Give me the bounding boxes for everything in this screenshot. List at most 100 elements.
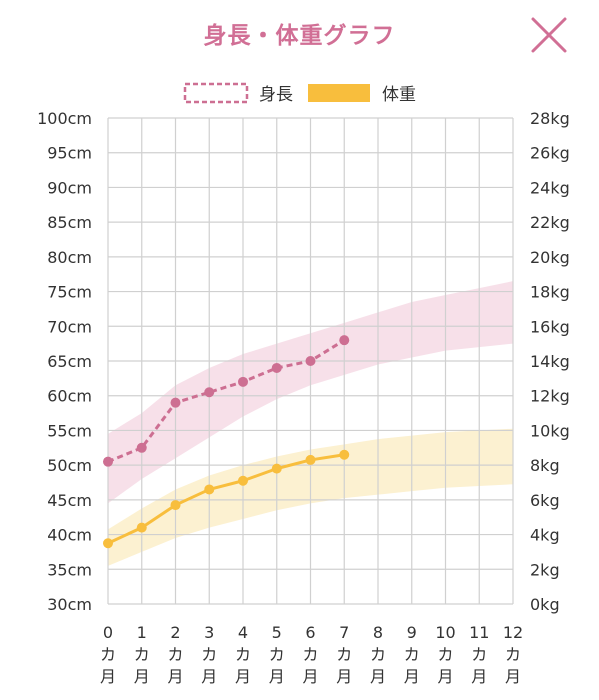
height-data-point (204, 387, 215, 398)
x-tick-label: カ (505, 645, 521, 664)
height-data-point (339, 335, 350, 346)
x-tick-label: カ (404, 645, 420, 664)
series-lines (107, 338, 346, 545)
x-tick-label: 月 (404, 667, 420, 686)
x-tick-label: 月 (471, 667, 487, 686)
x-tick-label: カ (167, 645, 183, 664)
x-tick-label: 月 (269, 667, 285, 686)
legend: 身長 体重 (183, 82, 416, 105)
weight-data-point (103, 538, 113, 549)
x-tick-label: カ (302, 645, 318, 664)
y-right-tick-label: 20kg (530, 248, 570, 267)
height-data-point (238, 376, 248, 387)
height-data-point (305, 356, 316, 366)
y-left-tick-label: 40cm (47, 526, 92, 545)
height-data-point (170, 397, 181, 408)
weight-data-point (271, 463, 282, 474)
legend-swatch-height (183, 82, 249, 104)
x-tick-label: 2 (170, 623, 180, 642)
x-tick-label: 月 (201, 667, 217, 686)
x-tick-label: カ (336, 645, 352, 664)
x-tick-label: 6 (305, 623, 315, 642)
y-right-tick-label: 2kg (530, 560, 560, 579)
y-axis-right: 0kg 2kg 4kg 6kg 8kg 10kg 12kg 14kg 16kg 18kg 20kg 2… (530, 109, 570, 614)
y-right-tick-label: 12kg (530, 387, 570, 406)
legend-label-weight: 体重 (382, 85, 416, 105)
y-right-tick-label: 14kg (530, 352, 570, 371)
x-tick-label: カ (235, 645, 251, 664)
x-axis: 0 カ月 1 カ月 2 カ月 3 カ月 4 カ月 5 カ月 6 カ月 7 カ月 8 カ月 9 カ月 10 カ月 11 カ月 12… (100, 623, 523, 686)
y-right-tick-label: 0kg (530, 595, 560, 614)
weight-series-line (107, 453, 345, 545)
legend-label-height: 身長 (259, 85, 293, 105)
weight-data-point (170, 500, 181, 511)
y-axis-left: 30cm 35cm 40cm 45cm 50cm 55cm 60cm 65cm 70cm 75cm… (37, 109, 92, 614)
x-tick-label: 月 (100, 667, 116, 686)
y-left-tick-label: 30cm (47, 595, 92, 614)
y-left-tick-label: 50cm (47, 456, 92, 475)
x-tick-label: 8 (373, 623, 383, 642)
x-tick-label: 3 (204, 623, 214, 642)
page-title: 身長・体重グラフ (203, 23, 396, 49)
x-tick-label: カ (437, 645, 453, 664)
y-right-tick-label: 18kg (530, 283, 570, 302)
x-tick-label: 7 (339, 623, 349, 642)
height-series-line (107, 338, 346, 464)
y-left-tick-label: 75cm (47, 283, 92, 302)
y-right-tick-label: 26kg (530, 144, 570, 163)
weight-data-point (204, 484, 215, 495)
y-right-tick-label: 4kg (530, 526, 560, 545)
x-tick-label: 月 (370, 667, 386, 686)
x-tick-label: 12 (503, 623, 523, 642)
reference-bands (108, 281, 513, 566)
x-tick-label: カ (370, 645, 386, 664)
y-right-tick-label: 10kg (530, 421, 570, 440)
close-button[interactable] (529, 15, 569, 55)
y-left-tick-label: 65cm (47, 352, 92, 371)
y-left-tick-label: 70cm (47, 317, 92, 336)
y-left-tick-label: 100cm (37, 109, 92, 128)
x-tick-label: 月 (167, 667, 183, 686)
y-right-tick-label: 24kg (530, 178, 570, 197)
y-left-tick-label: 35cm (47, 560, 92, 579)
x-tick-label: 11 (469, 623, 489, 642)
x-tick-label: 月 (336, 667, 352, 686)
y-left-tick-label: 90cm (47, 178, 92, 197)
y-right-tick-label: 22kg (530, 213, 570, 232)
y-right-tick-label: 8kg (530, 456, 560, 475)
x-tick-label: 9 (407, 623, 417, 642)
y-left-tick-label: 55cm (47, 421, 92, 440)
y-left-tick-label: 85cm (47, 213, 92, 232)
close-icon (531, 17, 567, 53)
x-tick-label: カ (471, 645, 487, 664)
height-data-point (103, 456, 113, 467)
legend-swatch-weight (308, 84, 370, 102)
x-tick-label: 月 (437, 667, 453, 686)
y-left-tick-label: 80cm (47, 248, 92, 267)
x-tick-label: 月 (505, 667, 521, 686)
x-tick-label: カ (134, 645, 150, 664)
x-tick-label: 4 (238, 623, 248, 642)
x-tick-label: カ (201, 645, 217, 664)
x-tick-label: 月 (235, 667, 251, 686)
x-tick-label: カ (269, 645, 285, 664)
weight-data-point (136, 522, 147, 533)
y-right-tick-label: 16kg (530, 317, 570, 336)
x-tick-label: 5 (272, 623, 282, 642)
weight-data-point (238, 475, 248, 486)
y-right-tick-label: 28kg (530, 109, 570, 128)
weight-data-point (305, 454, 316, 465)
x-tick-label: 1 (137, 623, 147, 642)
y-right-tick-label: 6kg (530, 491, 560, 510)
y-left-tick-label: 95cm (47, 144, 92, 163)
grid (107, 117, 514, 605)
series-points (103, 335, 350, 549)
y-left-tick-label: 45cm (47, 491, 92, 510)
height-data-point (136, 442, 147, 453)
x-tick-label: 月 (134, 667, 150, 686)
x-tick-label: カ (100, 645, 116, 664)
y-left-tick-label: 60cm (47, 387, 92, 406)
height-data-point (271, 362, 282, 373)
x-tick-label: 10 (435, 623, 455, 642)
